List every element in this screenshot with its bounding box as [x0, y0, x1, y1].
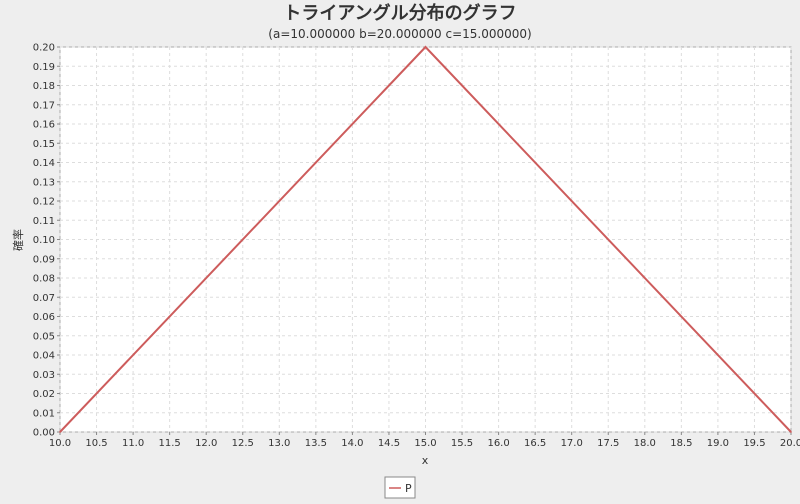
x-tick-label: 13.5 [305, 438, 327, 449]
data-point [790, 431, 792, 433]
x-tick-label: 10.5 [85, 438, 107, 449]
series-lines [59, 45, 792, 433]
data-point [59, 431, 61, 433]
y-tick-label: 0.09 [33, 254, 55, 265]
x-tick-label: 18.5 [670, 438, 692, 449]
data-point [424, 46, 427, 48]
y-tick-label: 0.19 [33, 62, 55, 73]
x-tick-label: 16.5 [524, 438, 546, 449]
x-tick-label: 11.0 [122, 438, 144, 449]
y-tick-label: 0.04 [33, 351, 55, 362]
x-tick-label: 19.0 [707, 438, 729, 449]
y-tick-label: 0.06 [33, 312, 55, 323]
legend-label-p: P [405, 482, 412, 495]
x-tick-label: 12.0 [195, 438, 217, 449]
x-tick-label: 19.5 [743, 438, 765, 449]
x-axis-label: x [422, 454, 429, 467]
y-tick-label: 0.10 [33, 235, 55, 246]
y-tick-label: 0.12 [33, 197, 55, 208]
y-tick-label: 0.03 [33, 370, 55, 381]
x-tick-label: 20.0 [780, 438, 800, 449]
y-tick-label: 0.07 [33, 293, 55, 304]
y-tick-label: 0.13 [33, 177, 55, 188]
x-tick-label: 11.5 [159, 438, 181, 449]
x-tick-label: 13.0 [268, 438, 290, 449]
y-tick-label: 0.11 [33, 216, 55, 227]
y-tick-label: 0.14 [33, 158, 55, 169]
chart-subtitle: (a=10.000000 b=20.000000 c=15.000000) [268, 27, 531, 41]
y-axis-label: 確率 [11, 229, 25, 251]
x-tick-label: 14.0 [341, 438, 363, 449]
x-tick-label: 16.0 [487, 438, 509, 449]
y-tick-label: 0.15 [33, 139, 55, 150]
y-tick-label: 0.02 [33, 389, 55, 400]
y-tick-label: 0.20 [33, 43, 55, 54]
y-tick-label: 0.00 [33, 428, 55, 439]
x-tick-label: 18.0 [634, 438, 656, 449]
y-tick-label: 0.05 [33, 331, 55, 342]
x-tick-label: 15.0 [414, 438, 436, 449]
axes: 10.0 10.5 11.0 11.5 12.0 12.5 13.0 13.5 14.0 14.5… [33, 43, 800, 450]
x-tick-label: 14.5 [378, 438, 400, 449]
chart-title: トライアングル分布のグラフ [283, 2, 516, 24]
grid-lines [59, 46, 792, 433]
y-tick-label: 0.16 [33, 120, 55, 131]
x-tick-label: 10.0 [49, 438, 71, 449]
x-tick-label: 17.5 [597, 438, 619, 449]
y-tick-label: 0.01 [33, 408, 55, 419]
legend: P [384, 476, 416, 499]
x-tick-label: 12.5 [232, 438, 254, 449]
y-tick-label: 0.08 [33, 274, 55, 285]
x-tick-label: 15.5 [451, 438, 473, 449]
y-tick-label: 0.17 [33, 100, 55, 111]
x-tick-label: 17.0 [561, 438, 583, 449]
y-tick-label: 0.18 [33, 81, 55, 92]
